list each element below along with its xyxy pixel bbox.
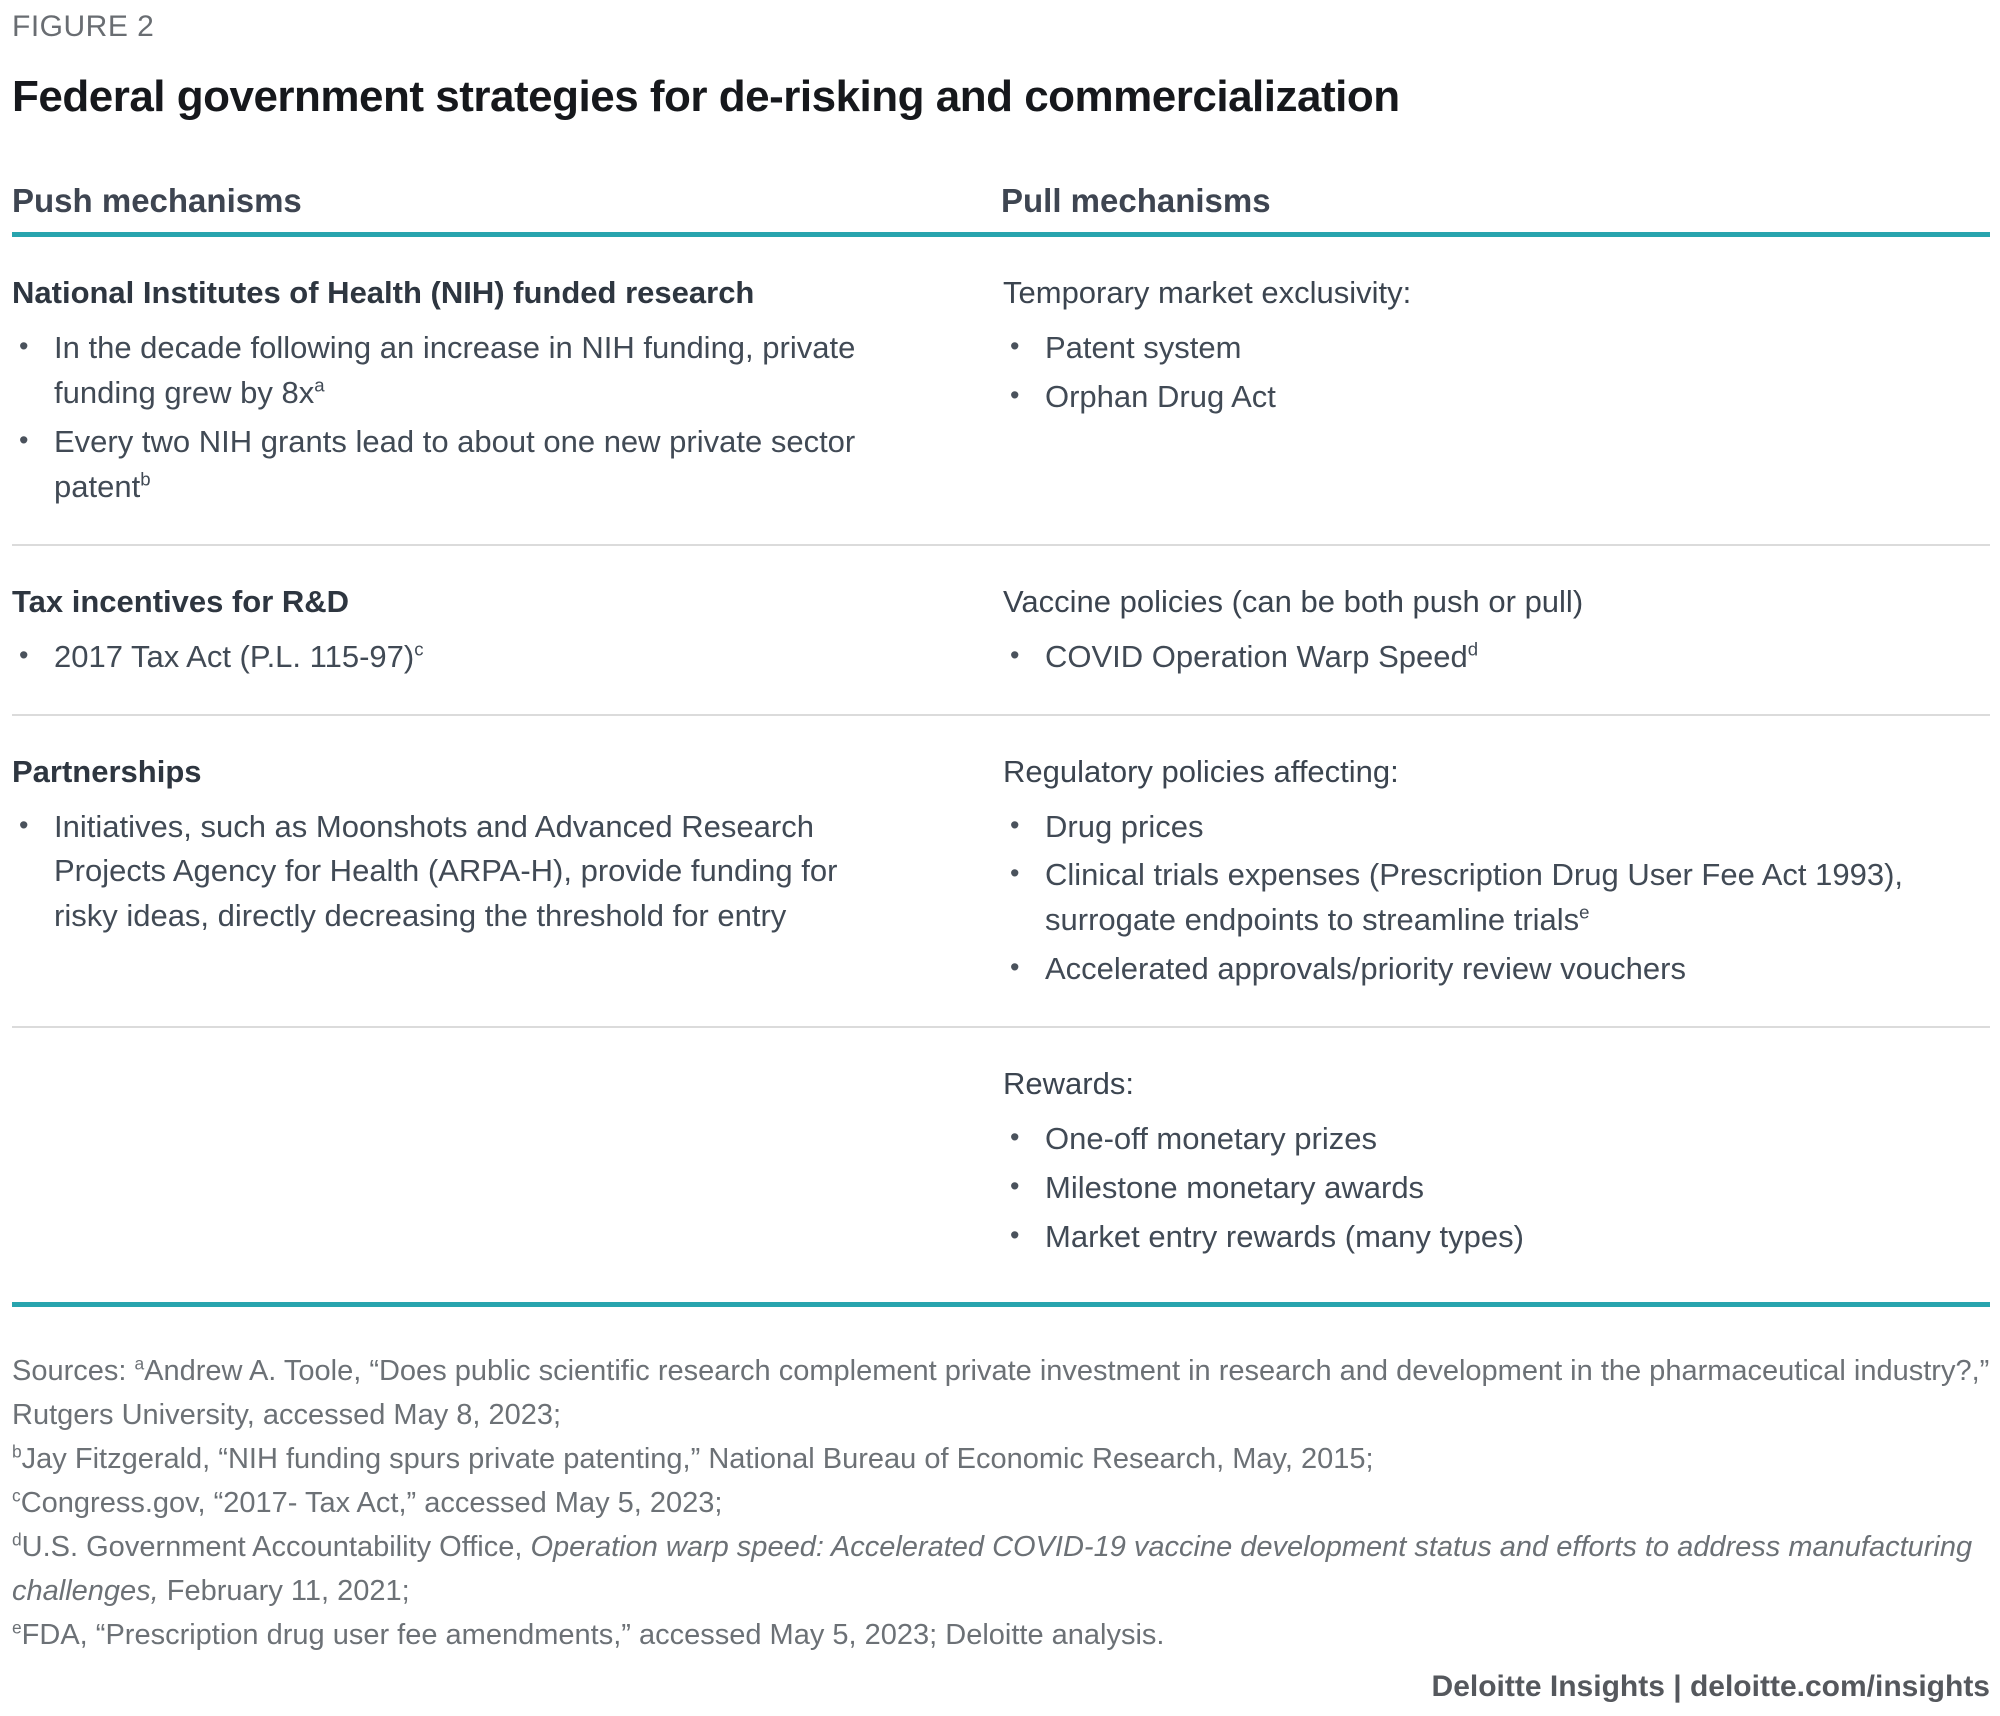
bullet-item: COVID Operation Warp Speedd [1003, 635, 1950, 680]
superscript-note-ref: d [1467, 638, 1479, 660]
text-segment: In the decade following an increase in N… [54, 329, 856, 410]
text-segment: Jay Fitzgerald, “NIH funding spurs priva… [21, 1443, 1374, 1476]
cell-heading: National Institutes of Health (NIH) fund… [12, 275, 755, 310]
push-cell: National Institutes of Health (NIH) fund… [12, 271, 1001, 514]
sources-block: Sources: aAndrew A. Toole, “Does public … [12, 1349, 1990, 1658]
bullet-item: Every two NIH grants lead to about one n… [12, 420, 881, 510]
pull-cell: Temporary market exclusivity: Patent syst… [1001, 271, 1990, 514]
cell-heading: Vaccine policies (can be both push or pu… [1003, 583, 1584, 619]
bullet-item: One-off monetary prizes [1003, 1117, 1950, 1162]
text-segment: Clinical trials expenses (Prescription D… [1045, 857, 1904, 938]
text-segment: One-off monetary prizes [1045, 1121, 1377, 1157]
text-segment: COVID Operation Warp Speed [1045, 638, 1468, 674]
text-segment: Milestone monetary awards [1045, 1170, 1425, 1206]
footer-accent-rule [12, 1302, 1990, 1307]
bullet-item: Milestone monetary awards [1003, 1166, 1950, 1211]
bullet-item: Patent system [1003, 326, 1950, 371]
figure-label: FIGURE 2 [12, 10, 155, 43]
superscript-note-ref: c [414, 638, 424, 660]
bullet-item: Clinical trials expenses (Prescription D… [1003, 853, 1950, 943]
footer-credit: Deloitte Insights | deloitte.com/insight… [1431, 1669, 1990, 1703]
bullet-list: Patent system Orphan Drug Act [1003, 326, 1950, 420]
bullet-list: One-off monetary prizes Milestone monetar… [1003, 1117, 1950, 1260]
column-header-push: Push mechanisms [12, 182, 302, 219]
bullet-list: COVID Operation Warp Speedd [1003, 635, 1950, 680]
bullet-list: In the decade following an increase in N… [12, 326, 881, 510]
bullet-item: Market entry rewards (many types) [1003, 1215, 1950, 1260]
header-accent-rule [12, 232, 1990, 237]
superscript-note-ref: e [1579, 902, 1590, 924]
superscript-note-ref: a [314, 374, 325, 396]
bullet-item: Orphan Drug Act [1003, 375, 1950, 420]
text-segment: Orphan Drug Act [1045, 378, 1276, 414]
superscript-note-ref: a [134, 1353, 145, 1374]
source-line: cCongress.gov, “2017- Tax Act,” accessed… [12, 1481, 1990, 1525]
text-segment: U.S. Government Accountability Office, [21, 1531, 531, 1564]
bullet-item: 2017 Tax Act (P.L. 115-97)c [12, 635, 881, 680]
table-row: Rewards: One-off monetary prizes Milestone… [12, 1028, 1990, 1294]
push-cell: Partnerships Initiatives, such as Moonsho… [12, 750, 1001, 997]
text-segment: Andrew A. Toole, “Does public scientific… [12, 1355, 1990, 1432]
push-cell: Tax incentives for R&D 2017 Tax Act (P.L.… [12, 580, 1001, 684]
text-segment: Accelerated approvals/priority review vo… [1045, 951, 1686, 987]
table-row: Tax incentives for R&D 2017 Tax Act (P.L.… [12, 546, 1990, 716]
source-line: dU.S. Government Accountability Office, … [12, 1525, 1990, 1613]
cell-heading: Regulatory policies affecting: [1003, 753, 1399, 789]
pull-cell: Vaccine policies (can be both push or pu… [1001, 580, 1990, 684]
text-segment: Every two NIH grants lead to about one n… [54, 423, 856, 504]
text-segment: Market entry rewards (many types) [1045, 1219, 1524, 1255]
superscript-note-ref: e [12, 1617, 22, 1638]
bullet-item: Initiatives, such as Moonshots and Advan… [12, 805, 881, 940]
bullet-list: 2017 Tax Act (P.L. 115-97)c [12, 635, 881, 680]
text-segment: Operation warp speed: Accelerated COVID-… [12, 1531, 1973, 1608]
text-segment: Patent system [1045, 329, 1242, 365]
cell-heading: Rewards: [1003, 1066, 1134, 1102]
text-segment: Drug prices [1045, 808, 1204, 844]
text-segment: Sources: [12, 1355, 135, 1387]
table-row: Partnerships Initiatives, such as Moonsho… [12, 716, 1990, 1029]
column-headers: Push mechanisms Pull mechanisms [12, 182, 1990, 220]
push-cell [12, 1062, 1001, 1264]
source-line: eFDA, “Prescription drug user fee amendm… [12, 1613, 1990, 1657]
pull-cell: Rewards: One-off monetary prizes Milestone… [1001, 1062, 1990, 1264]
superscript-note-ref: b [140, 468, 151, 490]
text-segment: 2017 Tax Act (P.L. 115-97) [54, 638, 415, 674]
superscript-note-ref: b [12, 1441, 22, 1462]
cell-heading: Partnerships [12, 753, 202, 789]
table-row: National Institutes of Health (NIH) fund… [12, 237, 1990, 546]
text-segment: FDA, “Prescription drug user fee amendme… [21, 1619, 1165, 1652]
source-line: Sources: aAndrew A. Toole, “Does public … [12, 1349, 1990, 1437]
bullet-item: Drug prices [1003, 805, 1950, 850]
page-title: Federal government strategies for de-ris… [12, 72, 1400, 121]
bullet-list: Initiatives, such as Moonshots and Advan… [12, 805, 881, 940]
text-segment: February 11, 2021; [158, 1575, 410, 1608]
text-segment: Congress.gov, “2017- Tax Act,” accessed … [20, 1487, 723, 1520]
superscript-note-ref: c [12, 1485, 21, 1506]
source-line: bJay Fitzgerald, “NIH funding spurs priv… [12, 1437, 1990, 1481]
bullet-item: Accelerated approvals/priority review vo… [1003, 947, 1950, 992]
cell-heading: Temporary market exclusivity: [1003, 275, 1412, 310]
cell-heading: Tax incentives for R&D [12, 583, 350, 619]
mechanisms-table: National Institutes of Health (NIH) fund… [12, 237, 1990, 1294]
bullet-list: Drug prices Clinical trials expenses (Pre… [1003, 805, 1950, 993]
superscript-note-ref: d [12, 1529, 22, 1550]
column-header-pull: Pull mechanisms [1001, 182, 1271, 219]
bullet-item: In the decade following an increase in N… [12, 326, 881, 416]
text-segment: Initiatives, such as Moonshots and Advan… [54, 808, 838, 934]
pull-cell: Regulatory policies affecting: Drug price… [1001, 750, 1990, 997]
